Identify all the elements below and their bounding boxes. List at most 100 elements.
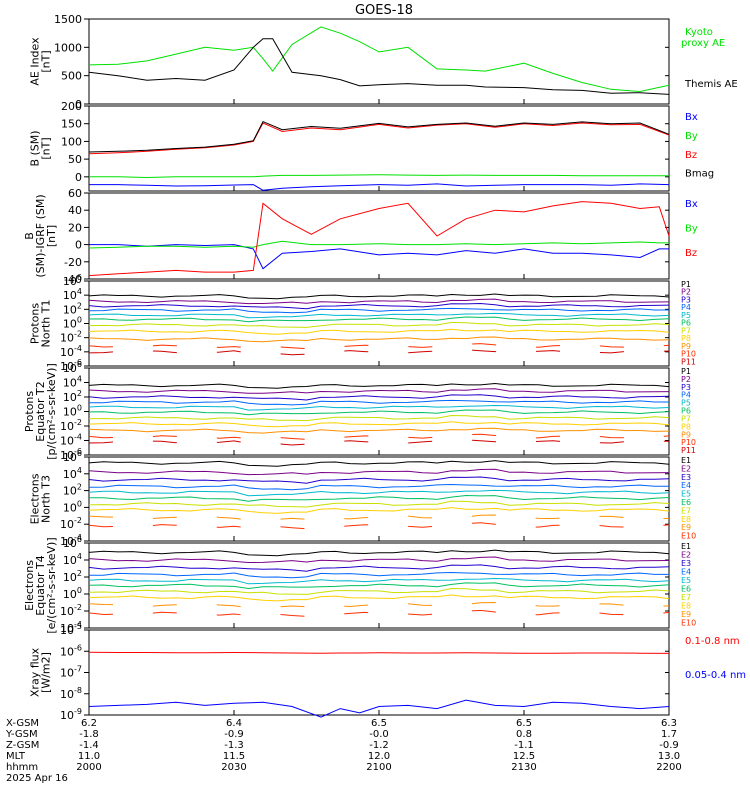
legend-themis-ae: Themis AE	[684, 79, 738, 90]
panel-4-ylabel: ProtonsNorth T1	[29, 300, 53, 348]
ytick-1-1-label: 1000	[54, 41, 82, 54]
ytick-5-1-label: 104	[63, 375, 82, 390]
channel-p1	[88, 382, 670, 389]
channel-p10	[88, 433, 670, 440]
ytick-5-4-label: 10-2	[60, 418, 82, 433]
ytick-3-1-label: 40	[68, 204, 82, 217]
plot-title: GOES-18	[355, 3, 413, 18]
legend-e2: E2	[681, 551, 691, 560]
series-0-1-0-8-nm	[88, 651, 670, 654]
channel-p5	[88, 312, 670, 319]
legend-p10: P10	[681, 438, 696, 447]
channel-p8	[88, 328, 670, 335]
legend-p4: P4	[681, 391, 691, 400]
channel-p10	[88, 343, 670, 350]
ytick-8-2-label: 10-7	[60, 665, 82, 680]
channel-e10	[88, 522, 670, 530]
channel-p7	[88, 321, 670, 328]
panel-5-ylabel: ProtonsEquator T2[p/(cm²-s-sr-keV)]	[23, 363, 58, 460]
channel-p3	[88, 394, 670, 401]
legend-p5: P5	[681, 311, 691, 320]
ytick-3-0-label: 60	[68, 187, 82, 200]
ytick-8-4-label: 10-9	[60, 707, 82, 722]
legend-0-1-0-8-nm: 0.1-0.8 nm	[685, 636, 740, 647]
channel-e4	[88, 483, 669, 491]
ytick-5-5-label: 10-4	[60, 433, 82, 448]
ytick-6-0-label: 106	[63, 449, 82, 464]
legend-bmag: Bmag	[685, 169, 714, 180]
legend-e8: E8	[681, 602, 691, 611]
legend-by: By	[685, 224, 698, 235]
channel-p2	[88, 298, 670, 305]
channel-e9	[88, 601, 670, 609]
channel-p4	[88, 307, 669, 314]
ytick-4-3-label: 100	[63, 316, 82, 331]
footer-cell: 12.5	[513, 751, 535, 762]
channel-p6	[88, 409, 670, 416]
legend-p10: P10	[681, 350, 696, 359]
ytick-7-3-label: 100	[63, 586, 82, 601]
ytick-4-1-label: 104	[63, 287, 82, 302]
channel-e9	[88, 514, 670, 522]
channel-p2	[88, 388, 670, 394]
channel-p11	[88, 349, 670, 356]
panel-3: 60 40 20 0 -20 -40 B(SM)-IGRF (SM)[nT] Bx By Bz	[23, 187, 698, 286]
channel-e10	[88, 609, 670, 617]
footer-cell: -1.3	[224, 740, 244, 751]
ytick-5-0-label: 106	[63, 360, 82, 375]
legend-e8: E8	[681, 515, 691, 524]
legend-e6: E6	[681, 585, 691, 594]
channel-e7	[88, 587, 670, 595]
ytick-3-5-label: -40	[64, 273, 82, 286]
legend-e2: E2	[681, 464, 691, 473]
series-bz	[88, 201, 670, 277]
legend-e10: E10	[681, 532, 696, 541]
legend-e4: E4	[681, 568, 691, 577]
footer-cell: 0.8	[516, 729, 532, 740]
footer-cell: -0.9	[224, 729, 244, 740]
legend-p8: P8	[681, 422, 691, 431]
panel-frame	[88, 18, 670, 105]
ytick-1-0-label: 1500	[54, 13, 82, 26]
footer-cell: 6.5	[371, 718, 387, 729]
footer-row-label: MLT	[6, 751, 26, 762]
legend-p6: P6	[681, 407, 691, 416]
ytick-4-4-label: 10-2	[60, 330, 82, 345]
ytick-2-4-label: 0	[75, 171, 82, 184]
series-bmag	[88, 120, 670, 153]
legend-p11: P11	[681, 446, 696, 455]
legend-p2: P2	[681, 288, 691, 297]
panel-2: 200 150 100 50 0 B (SM)[nT] Bx By Bz Bmag	[29, 100, 714, 192]
footer-cell: 2130	[511, 762, 536, 773]
legend-e1: E1	[681, 542, 691, 551]
panel-2-ylabel: B (SM)[nT]	[29, 130, 53, 166]
footer-cell: 6.5	[516, 718, 532, 729]
footer-cell: 6.4	[226, 718, 242, 729]
channel-e3	[88, 564, 670, 572]
footer-cell: -1.2	[369, 740, 389, 751]
channel-e1	[88, 549, 670, 557]
legend-p2: P2	[681, 375, 691, 384]
ytick-8-1-label: 10-6	[60, 643, 82, 658]
channel-p5	[88, 404, 670, 411]
series-kyoto-proxy-ae	[88, 26, 670, 93]
footer-row-label: Y-GSM	[5, 729, 38, 740]
legend-p9: P9	[681, 430, 691, 439]
legend-e9: E9	[681, 610, 691, 619]
channel-e6	[88, 494, 670, 502]
channel-p11	[88, 439, 670, 446]
ytick-7-1-label: 104	[63, 552, 82, 567]
legend-bx: Bx	[685, 112, 698, 123]
footer-cell: 2200	[656, 762, 681, 773]
ytick-2-1-label: 150	[61, 118, 82, 131]
channel-e7	[88, 500, 670, 508]
channel-p7	[88, 414, 670, 422]
legend-bz: Bz	[685, 248, 697, 259]
ytick-2-0-label: 200	[61, 100, 82, 113]
panel-1: 1500 1000 500 0 AE Index[nT] Kyoto proxy AE The…	[29, 13, 738, 111]
series-bz	[88, 122, 670, 155]
footer-cell: 2100	[366, 762, 391, 773]
